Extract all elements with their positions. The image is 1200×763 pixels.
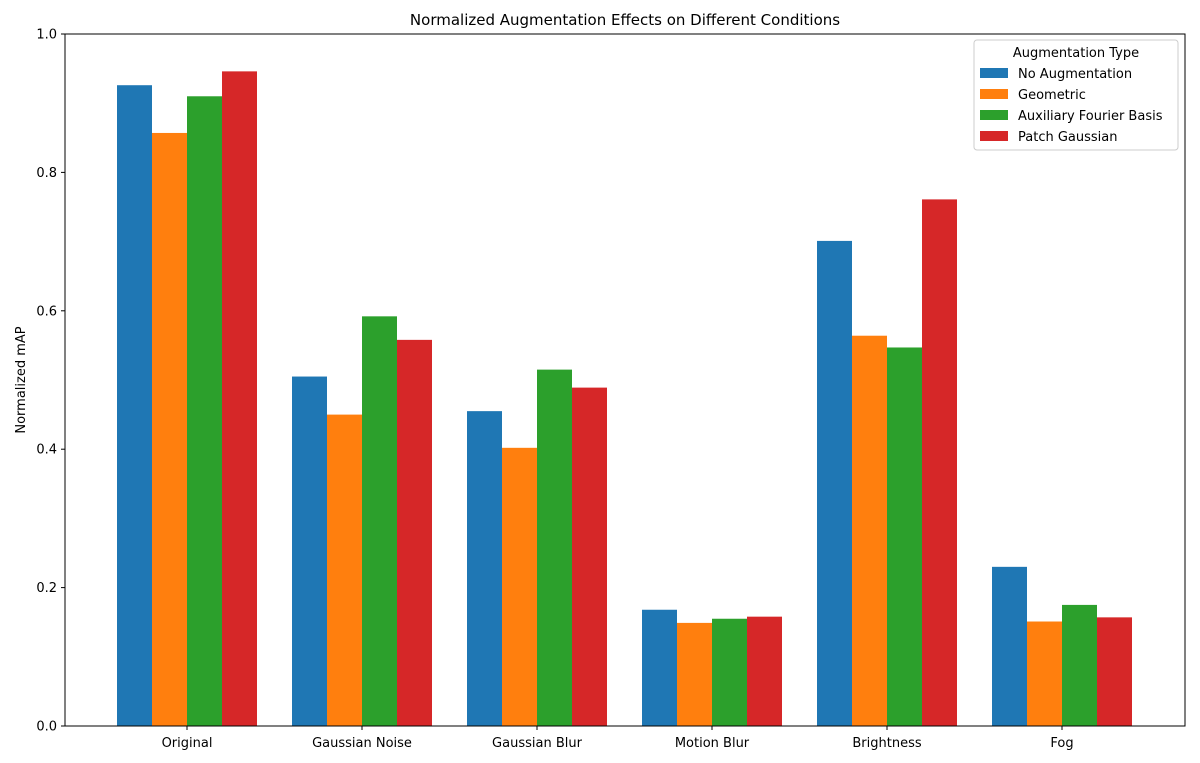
y-ticks-group: 0.0 0.2 0.4 0.6 0.8 1.0 — [36, 28, 65, 735]
bar-patch-gaussian-2 — [572, 387, 607, 726]
bar-geometric-5 — [1027, 621, 1062, 726]
bar-geometric-2 — [502, 447, 537, 726]
legend-label: Auxiliary Fourier Basis — [1018, 109, 1163, 124]
plot-frame — [64, 33, 1186, 727]
bar-no-augmentation-3 — [642, 609, 677, 726]
bar-no-augmentation-4 — [817, 240, 852, 726]
bar-no-augmentation-1 — [292, 376, 327, 726]
bars-group — [117, 71, 1132, 727]
bar-auxiliary-fourier-basis-2 — [537, 369, 572, 726]
x-tick-label: Gaussian Noise — [312, 736, 412, 751]
bar-patch-gaussian-3 — [747, 616, 782, 726]
bar-patch-gaussian-0 — [222, 71, 257, 727]
legend-title: Augmentation Type — [1013, 46, 1139, 61]
legend-label: Geometric — [1018, 88, 1086, 103]
y-tick-label: 0.0 — [36, 720, 57, 735]
legend-label: No Augmentation — [1018, 67, 1132, 82]
bar-auxiliary-fourier-basis-4 — [887, 347, 922, 726]
y-tick-label: 0.8 — [36, 166, 57, 181]
x-ticks-group: Original Gaussian Noise Gaussian Blur Motio… — [162, 726, 1074, 751]
bar-auxiliary-fourier-basis-5 — [1062, 604, 1097, 726]
legend-swatch — [980, 110, 1008, 120]
y-tick-label: 0.2 — [36, 581, 57, 596]
x-tick-label: Brightness — [852, 736, 921, 751]
bar-no-augmentation-2 — [467, 411, 502, 726]
y-axis-label: Normalized mAP — [14, 326, 29, 433]
bar-patch-gaussian-5 — [1097, 617, 1132, 726]
bar-geometric-1 — [327, 414, 362, 726]
y-tick-label: 0.4 — [36, 443, 57, 458]
legend-box — [973, 39, 1179, 151]
bar-geometric-3 — [677, 622, 712, 726]
legend-label: Patch Gaussian — [1018, 130, 1117, 145]
bar-patch-gaussian-1 — [397, 339, 432, 726]
bar-geometric-4 — [852, 335, 887, 726]
bar-auxiliary-fourier-basis-3 — [712, 618, 747, 726]
legend: Augmentation Type No Augmentation Geometri… — [973, 39, 1179, 151]
x-tick-label: Fog — [1050, 736, 1073, 751]
bar-geometric-0 — [152, 132, 187, 726]
legend-swatch — [980, 131, 1008, 141]
chart-title: Normalized Augmentation Effects on Diffe… — [410, 11, 840, 29]
x-tick-label: Original — [162, 736, 213, 751]
x-tick-label: Gaussian Blur — [492, 736, 583, 751]
x-tick-label: Motion Blur — [675, 736, 750, 751]
bar-auxiliary-fourier-basis-1 — [362, 316, 397, 726]
y-tick-label: 0.6 — [36, 304, 57, 319]
legend-swatch — [980, 89, 1008, 99]
bar-no-augmentation-0 — [117, 85, 152, 726]
y-tick-label: 1.0 — [36, 28, 57, 43]
bar-auxiliary-fourier-basis-0 — [187, 96, 222, 726]
bar-no-augmentation-5 — [992, 566, 1027, 726]
legend-swatch — [980, 68, 1008, 78]
bar-patch-gaussian-4 — [922, 199, 957, 726]
